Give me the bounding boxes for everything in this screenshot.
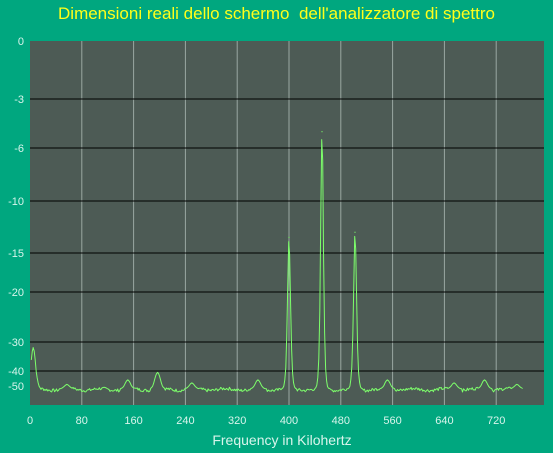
chart-title: Dimensioni reali dello schermo dell'anal… [58, 4, 495, 23]
spectrum-peak-point [288, 236, 290, 238]
spectrum-peak-point [32, 347, 34, 349]
spectrum-peak-point [483, 379, 486, 381]
x-tick-label: 320 [228, 415, 246, 427]
x-tick-label: 640 [435, 415, 453, 427]
y-tick-label: -50 [8, 381, 24, 393]
y-tick-label: -15 [8, 248, 24, 260]
x-axis-ticks: 0 80 160 240 320 400 480 560 640 720 [27, 415, 505, 427]
spectrum-peak-point [453, 382, 455, 384]
x-tick-label: 720 [487, 415, 505, 427]
y-tick-label: 0 [18, 36, 24, 48]
spectrum-peak-point [321, 131, 323, 133]
spectrum-peak-point [257, 379, 259, 381]
spectrum-peak-point [191, 382, 193, 384]
y-axis-ticks: 0 -3 -6 -10 -15 -20 -30 -40 -50 [8, 36, 24, 393]
x-tick-label: 0 [27, 415, 33, 427]
spectrum-peak-point [386, 379, 388, 381]
x-tick-label: 80 [76, 415, 88, 427]
y-tick-label: -6 [14, 143, 24, 155]
x-tick-label: 240 [176, 415, 194, 427]
y-tick-label: -10 [8, 196, 24, 208]
y-tick-label: -40 [8, 366, 24, 378]
x-tick-label: 400 [280, 415, 298, 427]
spectrum-peak-point [66, 383, 68, 386]
y-tick-label: -3 [14, 94, 24, 106]
spectrum-peak-point [516, 383, 518, 386]
spectrum-peak-point [354, 231, 356, 233]
x-tick-label: 560 [383, 415, 401, 427]
trace-layer [30, 131, 523, 393]
y-tick-label: -20 [8, 287, 24, 299]
x-axis-label: Frequency in Kilohertz [212, 432, 351, 448]
x-tick-label: 160 [124, 415, 142, 427]
y-tick-label: -30 [8, 337, 24, 349]
spectrum-trace-line [30, 139, 523, 393]
x-tick-label: 480 [332, 415, 350, 427]
plot-area [30, 41, 544, 405]
spectrum-peak-point [157, 371, 159, 374]
spectrum-peak-point [127, 379, 129, 381]
